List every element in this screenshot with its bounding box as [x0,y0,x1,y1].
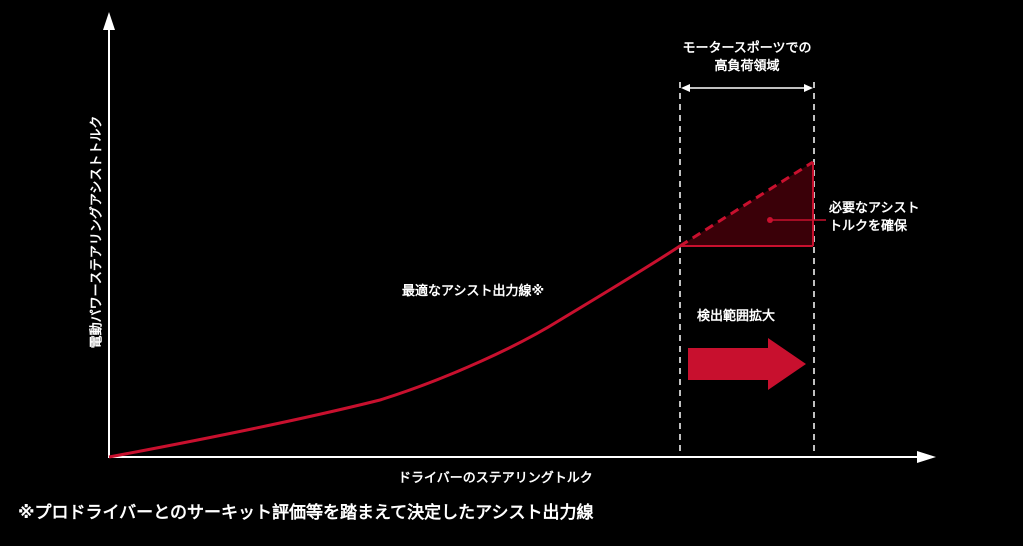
region-span-arrow-right [804,84,813,92]
x-axis-label: ドライバーのステアリングトルク [398,471,593,486]
high-load-zone-label: モータースポーツでの 高負荷領域 [667,40,827,76]
assist-callout-label: 必要なアシスト トルクを確保 [829,200,919,236]
assist-callout-dot [767,217,773,223]
expand-label: 検出範囲拡大 [697,309,776,324]
y-axis-label: 電動パワーステアリングアシストトルク [89,115,105,349]
zone-label-line2: 高負荷領域 [714,59,780,74]
y-axis-arrowhead [103,12,115,30]
curve-label: 最適なアシスト出力線※ [402,284,545,299]
optimal-assist-curve [108,244,681,459]
region-span-arrow-left [681,84,690,92]
expand-arrow [688,338,806,390]
zone-label-line1: モータースポーツでの [682,41,812,56]
x-axis-arrowhead [917,451,936,463]
assist-label-line1: 必要なアシスト [829,201,920,216]
curve-extension-dashed [679,160,814,248]
assist-label-line2: トルクを確保 [829,219,908,234]
footnote: ※プロドライバーとのサーキット評価等を踏まえて決定したアシスト出力線 [18,503,594,523]
